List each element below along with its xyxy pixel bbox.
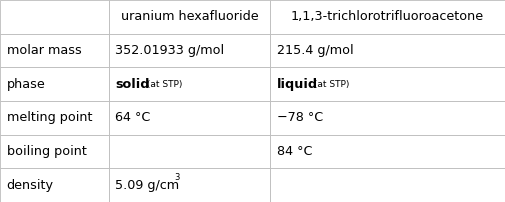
Bar (109, 34, 270, 67)
Text: 84 °C: 84 °C (277, 145, 312, 158)
Bar (109, 135, 270, 168)
Text: uranium hexafluoride: uranium hexafluoride (121, 10, 258, 23)
Bar (0, 34, 109, 67)
Bar (270, 0, 505, 34)
Bar (109, 0, 270, 34)
Bar (270, 135, 505, 168)
Text: density: density (7, 179, 54, 192)
Bar (109, 168, 270, 202)
Text: 215.4 g/mol: 215.4 g/mol (277, 44, 354, 57)
Bar (0, 101, 109, 135)
Bar (109, 101, 270, 135)
Text: boiling point: boiling point (7, 145, 86, 158)
Text: 3: 3 (175, 173, 180, 182)
Bar (0, 0, 109, 34)
Bar (270, 34, 505, 67)
Text: (at STP): (at STP) (144, 80, 183, 89)
Text: 5.09 g/cm: 5.09 g/cm (115, 179, 179, 192)
Text: 352.01933 g/mol: 352.01933 g/mol (115, 44, 224, 57)
Bar (270, 67, 505, 101)
Text: melting point: melting point (7, 111, 92, 124)
Text: (at STP): (at STP) (311, 80, 349, 89)
Text: liquid: liquid (277, 78, 318, 91)
Text: phase: phase (7, 78, 45, 91)
Text: −78 °C: −78 °C (277, 111, 323, 124)
Bar (109, 67, 270, 101)
Bar (0, 135, 109, 168)
Text: 64 °C: 64 °C (115, 111, 150, 124)
Text: molar mass: molar mass (7, 44, 81, 57)
Bar (0, 67, 109, 101)
Text: solid: solid (115, 78, 149, 91)
Bar (0, 168, 109, 202)
Bar (270, 101, 505, 135)
Text: 1,1,3-trichlorotrifluoroacetone: 1,1,3-trichlorotrifluoroacetone (291, 10, 484, 23)
Bar (270, 168, 505, 202)
